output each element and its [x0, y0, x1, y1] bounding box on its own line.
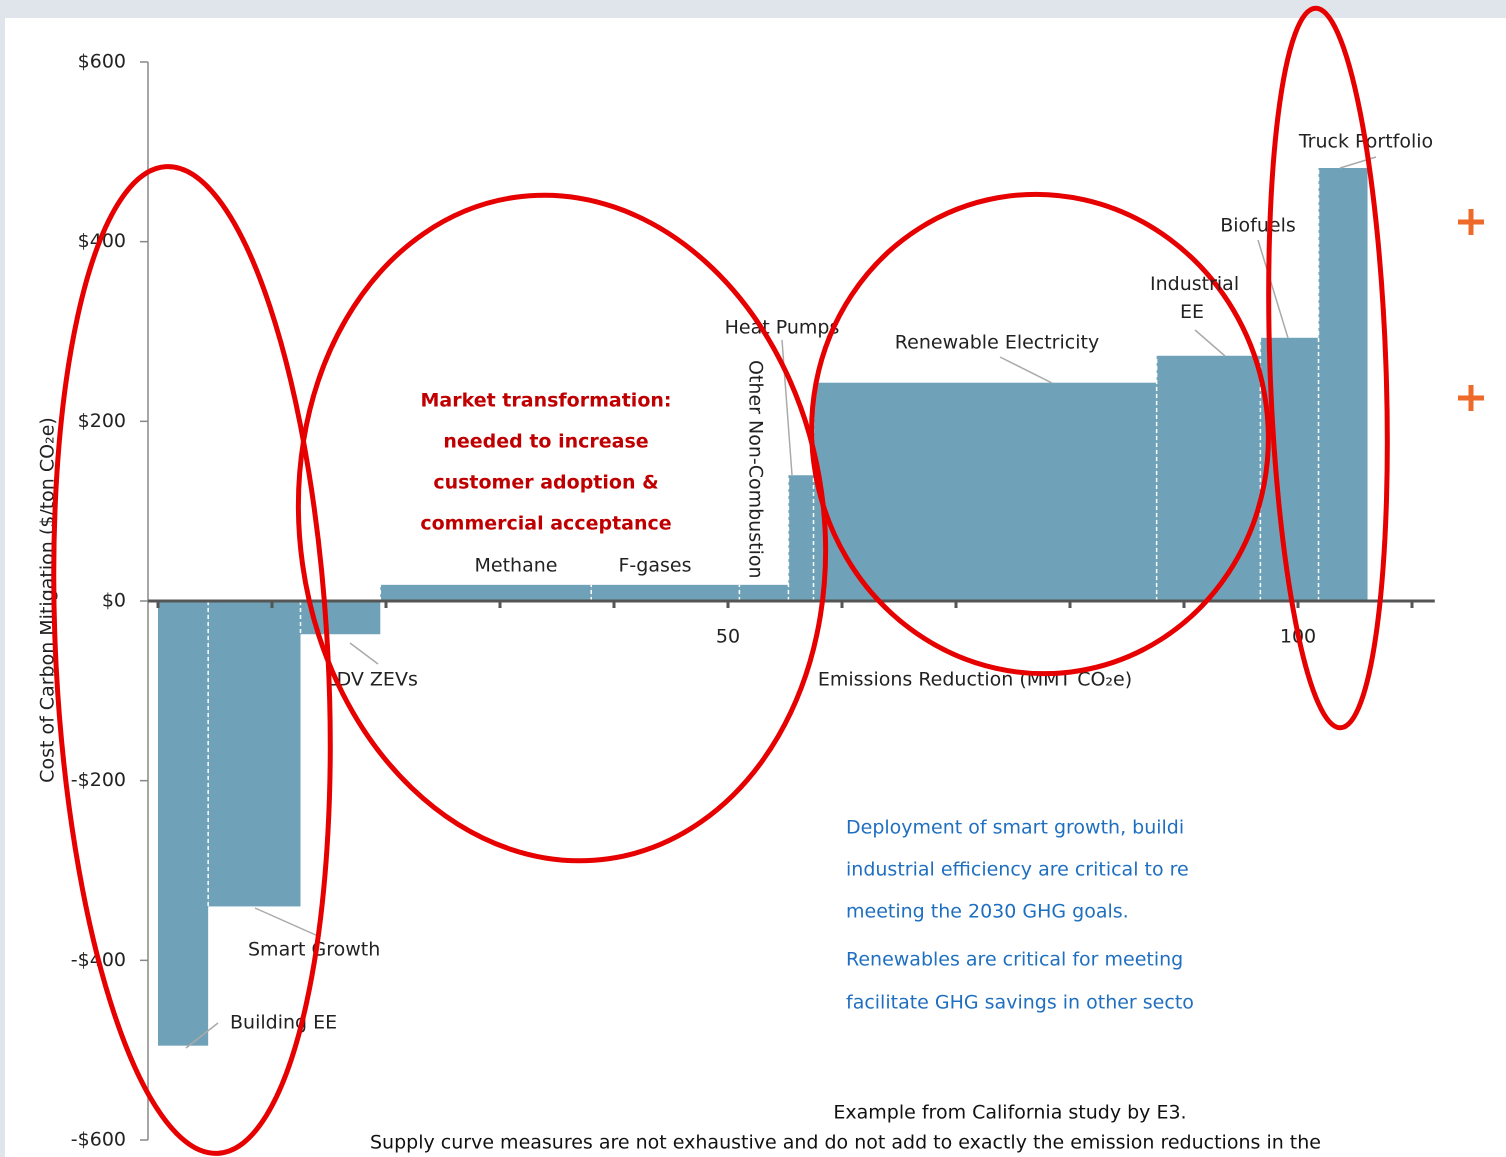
- callout: Renewables are critical for meeting: [846, 949, 1183, 971]
- callout: industrial efficiency are critical to re: [846, 859, 1189, 881]
- category-label: Building EE: [230, 1012, 337, 1034]
- leader: [349, 642, 379, 665]
- ellipse: [1266, 5, 1390, 731]
- annotation: commercial acceptance: [420, 513, 671, 535]
- bar: [208, 601, 301, 907]
- leader: [185, 1022, 219, 1049]
- annotation: customer adoption &: [433, 472, 658, 494]
- callout: meeting the 2030 GHG goals.: [846, 901, 1129, 923]
- leader: [254, 907, 319, 937]
- bar: [158, 601, 209, 1046]
- ellipse: [809, 191, 1271, 677]
- callout: facilitate GHG savings in other secto: [846, 992, 1194, 1014]
- bar: [739, 584, 789, 601]
- category-label: Other Non-Combustion: [745, 360, 767, 579]
- bullets: [1458, 209, 1484, 411]
- bar: [380, 584, 592, 601]
- ellipse: [51, 164, 333, 1156]
- category-label: F-gases: [619, 555, 692, 577]
- footnote: Supply curve measures are not exhaustive…: [370, 1132, 1321, 1154]
- y-tick-label: -$200: [71, 769, 126, 791]
- y-tick-label: $200: [78, 410, 126, 432]
- annotation: needed to increase: [443, 431, 648, 453]
- leader: [1194, 329, 1226, 357]
- leader: [999, 356, 1053, 384]
- callout: Deployment of smart growth, buildi: [846, 817, 1184, 839]
- category-label: Industrial EE: [1150, 273, 1240, 323]
- annotation: Market transformation:: [421, 390, 672, 412]
- source: Example from California study by E3.: [833, 1102, 1186, 1124]
- bar: [788, 475, 814, 601]
- highlight-ellipses: [51, 5, 1390, 1156]
- category-label: LDV ZEVs: [326, 669, 418, 691]
- category-label: Renewable Electricity: [895, 332, 1099, 354]
- bar: [1318, 168, 1368, 601]
- category-label: Biofuels: [1220, 215, 1296, 237]
- x-tick-label: 50: [716, 626, 740, 648]
- category-label: Heat Pumps: [725, 317, 840, 339]
- y-tick-label: -$600: [71, 1129, 126, 1151]
- leader: [1257, 239, 1289, 339]
- category-label: Methane: [475, 555, 558, 577]
- bar: [591, 584, 740, 601]
- bar: [1156, 355, 1261, 601]
- y-tick-label: $0: [102, 590, 126, 612]
- y-tick-label: $600: [78, 51, 126, 73]
- bar: [813, 382, 1157, 601]
